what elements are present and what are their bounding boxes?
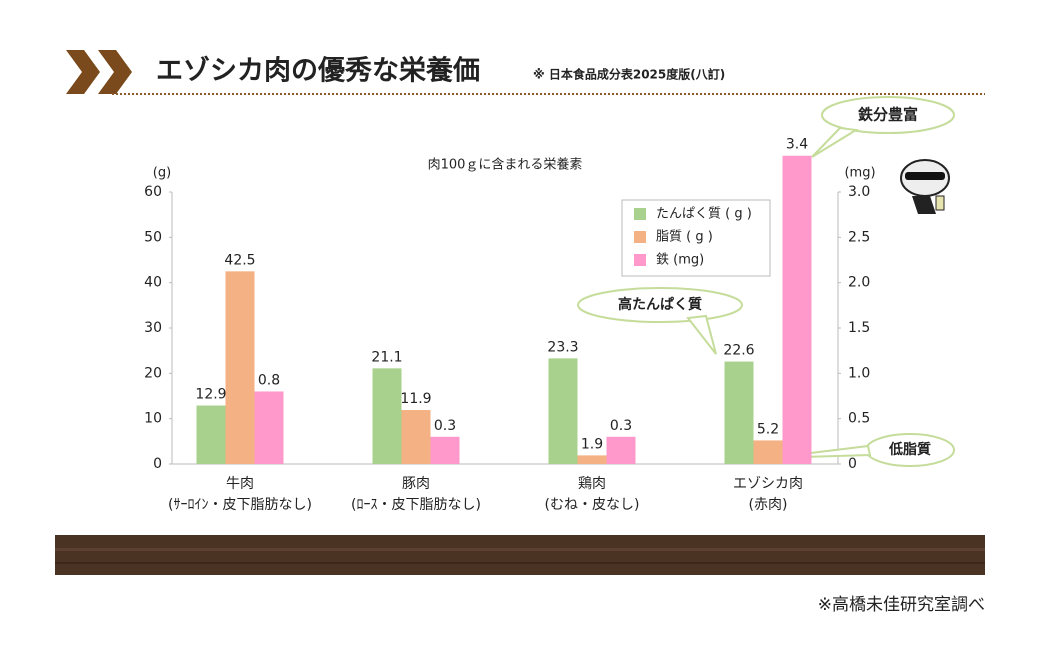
source-note: ※ 日本食品成分表2025度版(八訂)	[533, 67, 725, 82]
chevron	[98, 50, 132, 94]
chevron	[66, 50, 100, 94]
wood-band	[55, 535, 985, 575]
y2-tick-label: 3.0	[848, 184, 870, 200]
y2-unit: (mg)	[844, 166, 875, 181]
y-tick-label: 0	[153, 456, 162, 472]
annotation: 鉄分豊富	[858, 106, 918, 124]
value-label: 3.4	[786, 137, 808, 153]
y-tick-label: 60	[144, 184, 162, 200]
callout-tail	[686, 314, 717, 355]
value-label: 42.5	[224, 252, 255, 268]
value-label: 11.9	[400, 391, 431, 407]
bar	[548, 358, 578, 464]
value-label: 0.3	[434, 418, 456, 434]
value-label: 23.3	[547, 339, 578, 355]
page-title: エゾシカ肉の優秀な栄養価	[156, 55, 480, 87]
y-tick-label: 50	[144, 229, 162, 245]
mascot	[900, 159, 950, 214]
legend-swatch	[634, 208, 646, 220]
value-label: 0.3	[610, 418, 632, 434]
wood-grain	[55, 562, 985, 564]
value-label: 12.9	[195, 387, 226, 403]
x-tick-label: 豚肉	[402, 476, 430, 492]
bar	[196, 405, 226, 464]
legend-box	[621, 199, 771, 277]
annotation: 低脂質	[888, 441, 931, 458]
legend: たんぱく質 ( g ) 脂質 ( g ) 鉄 (mg)	[621, 199, 771, 277]
value-label: 0.8	[258, 372, 280, 388]
credit: ※高橋未佳研究室調べ	[818, 595, 985, 615]
bar	[225, 271, 255, 464]
legend-label: 鉄 (mg)	[656, 253, 704, 268]
bar	[430, 436, 460, 464]
x-tick-note: (むね・皮なし)	[545, 497, 640, 513]
y-tick-label: 10	[144, 411, 162, 427]
bar	[401, 410, 431, 464]
annotation: 高たんぱく質	[618, 296, 702, 313]
x-tick-note: (ﾛｰｽ・皮下脂肪なし)	[351, 497, 481, 513]
legend-swatch	[634, 254, 646, 266]
x-tick-label: 鶏肉	[578, 476, 606, 492]
wood-grain	[55, 548, 985, 551]
y2-tick-label: 2.0	[848, 275, 870, 291]
bar	[577, 455, 607, 464]
callout	[577, 287, 743, 323]
x-tick-label: 牛肉	[226, 476, 254, 492]
x-tick-label: エゾシカ肉	[733, 476, 803, 492]
bar	[753, 440, 783, 464]
legend-label: 脂質 ( g )	[656, 230, 713, 245]
bar	[724, 361, 754, 464]
bar	[606, 436, 636, 464]
legend-swatch	[634, 231, 646, 243]
x-tick-note: (ｻｰﾛｲﾝ・皮下脂肪なし)	[168, 497, 312, 513]
value-label: 1.9	[581, 436, 603, 452]
y-tick-label: 40	[144, 275, 162, 291]
bar	[372, 368, 402, 464]
bar	[782, 155, 812, 464]
x-tick-note: (赤肉)	[749, 497, 788, 513]
y2-tick-label: 1.0	[848, 365, 870, 381]
y-unit: (g)	[153, 166, 171, 181]
y2-tick-label: 0	[848, 456, 857, 472]
legend-label: たんぱく質 ( g )	[656, 207, 752, 222]
y2-tick-label: 1.5	[848, 320, 870, 336]
value-label: 21.1	[371, 349, 402, 365]
chart-title: 肉100ｇに含まれる栄養素	[428, 157, 583, 173]
y-tick-label: 30	[144, 320, 162, 336]
callout-tail	[811, 126, 859, 158]
callout	[821, 96, 955, 134]
y2-tick-label: 2.5	[848, 229, 870, 245]
value-label: 5.2	[757, 421, 779, 437]
y2-tick-label: 0.5	[848, 411, 870, 427]
value-label: 22.6	[723, 343, 754, 359]
bar	[254, 391, 284, 464]
y-tick-label: 20	[144, 365, 162, 381]
